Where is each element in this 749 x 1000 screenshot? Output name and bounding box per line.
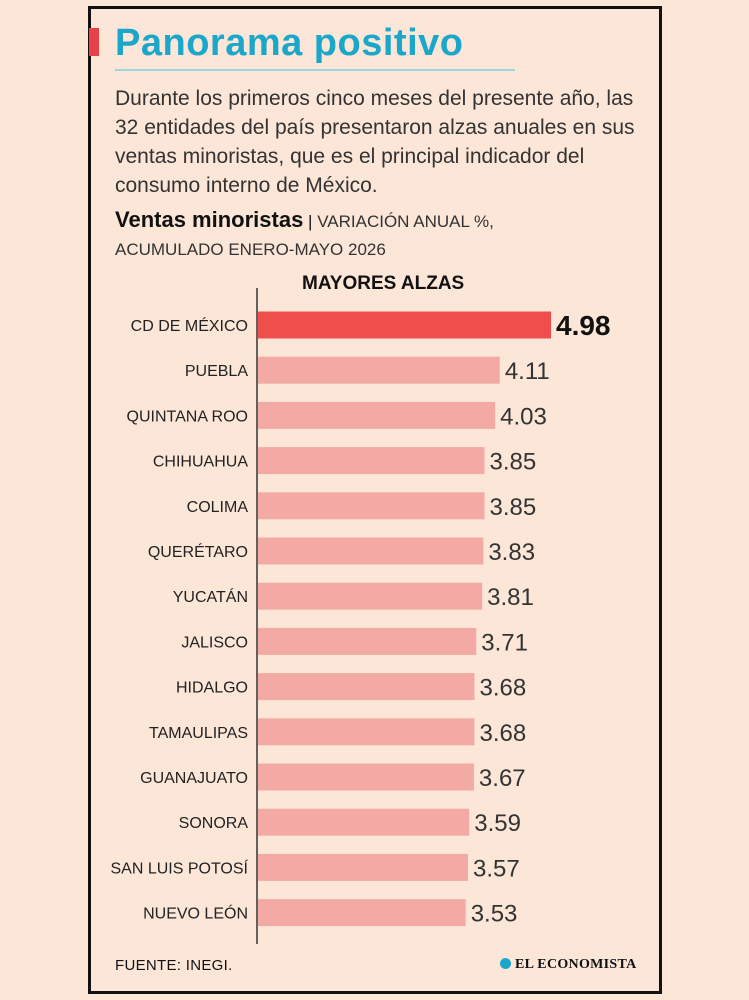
- bar-6: [258, 582, 483, 610]
- value-label: 3.85: [490, 449, 537, 476]
- value-label: 3.71: [481, 629, 528, 656]
- category-label: CD DE MÉXICO: [131, 316, 248, 335]
- bar-2: [258, 401, 496, 429]
- page-title: Panorama positivo: [115, 22, 464, 64]
- chart-subtitle-line2: ACUMULADO ENERO-MAYO 2026: [115, 240, 386, 259]
- category-label: CHIHUAHUA: [153, 454, 248, 471]
- value-label: 3.53: [471, 901, 518, 928]
- category-label: PUEBLA: [185, 363, 248, 380]
- category-label: HIDALGO: [176, 680, 248, 697]
- value-label: 3.57: [473, 855, 520, 882]
- value-label: 3.83: [488, 539, 535, 566]
- brand-logo: EL ECONOMISTA: [500, 957, 637, 973]
- bar-5: [258, 537, 484, 565]
- value-label: 3.68: [480, 675, 527, 702]
- heading-separator: |: [308, 212, 313, 231]
- bar-7: [258, 627, 477, 655]
- value-label: 4.98: [556, 310, 611, 341]
- title-accent-bar: [89, 28, 99, 56]
- category-label: QUERÉTARO: [148, 542, 248, 561]
- value-label: 3.68: [480, 720, 527, 747]
- category-label: QUINTANA ROO: [127, 408, 249, 425]
- bar-12: [258, 853, 469, 881]
- bar-11: [258, 808, 470, 836]
- value-label: 3.59: [474, 810, 521, 837]
- bar-4: [258, 492, 485, 520]
- value-label: 3.81: [487, 584, 534, 611]
- bar-9: [258, 718, 475, 746]
- category-label: SAN LUIS POTOSÍ: [110, 858, 248, 877]
- title-underline: [115, 69, 515, 71]
- category-label: COLIMA: [187, 499, 249, 516]
- bar-10: [258, 763, 474, 791]
- bar-3: [258, 447, 485, 475]
- category-label: GUANAJUATO: [140, 770, 248, 787]
- category-label: JALISCO: [181, 634, 248, 651]
- brand-mark-icon: [500, 958, 511, 969]
- brand-name: EL ECONOMISTA: [515, 957, 637, 972]
- value-label: 4.03: [500, 403, 547, 430]
- bar-8: [258, 673, 475, 701]
- bar-13: [258, 899, 466, 927]
- value-label: 3.67: [479, 765, 526, 792]
- chart-subtitle-line1: VARIACIÓN ANUAL %,: [317, 212, 494, 231]
- category-label: NUEVO LEÓN: [143, 904, 248, 923]
- value-label: 3.85: [490, 494, 537, 521]
- chart-title: Ventas minoristas: [115, 207, 304, 232]
- source-note: FUENTE: INEGI.: [115, 957, 233, 974]
- category-label: TAMAULIPAS: [149, 725, 248, 742]
- bar-0: [258, 311, 551, 339]
- bar-1: [258, 356, 500, 384]
- value-label: 4.11: [505, 358, 550, 385]
- category-label: SONORA: [179, 815, 249, 832]
- chart-heading: Ventas minoristas | VARIACIÓN ANUAL %, A…: [115, 206, 635, 264]
- category-label: YUCATÁN: [173, 587, 248, 606]
- description: Durante los primeros cinco meses del pre…: [115, 87, 635, 197]
- section-label: MAYORES ALZAS: [302, 273, 465, 294]
